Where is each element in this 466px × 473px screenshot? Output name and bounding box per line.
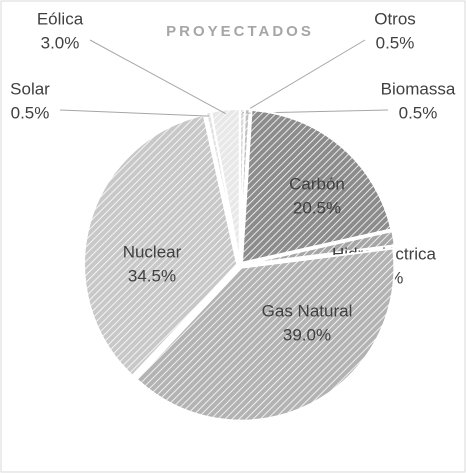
slice-hatch [211, 109, 240, 263]
leader-line [242, 39, 366, 114]
slice-value: 39.0% [283, 325, 331, 344]
slice-value: 20.5% [293, 198, 341, 217]
chart-title: PROYECTADOS [166, 23, 314, 40]
slice-label: Eólica [37, 9, 84, 28]
slice-hatch [206, 111, 240, 263]
slice-hatch [241, 110, 392, 263]
slice-label: Nuclear [123, 242, 182, 261]
slice-value: 34.5% [128, 266, 176, 285]
leader-line [89, 39, 226, 115]
slice-label: Biomassa [381, 79, 456, 98]
slice-value: 0.5% [11, 103, 50, 122]
slice-label: Solar [10, 79, 50, 98]
slice-value: 0.5% [399, 103, 438, 122]
slice-hatch [240, 109, 250, 263]
slice-hatch [136, 248, 395, 421]
slice-value: 0.5% [376, 33, 415, 52]
slice-hatch [84, 114, 238, 376]
leader-line [59, 109, 210, 117]
slice-value: 3.0% [41, 33, 80, 52]
slice-hatch [242, 231, 395, 265]
slice-label: Otros [374, 9, 416, 28]
slice-label: Carbón [289, 174, 345, 193]
slice-label: Gas Natural [262, 301, 353, 320]
